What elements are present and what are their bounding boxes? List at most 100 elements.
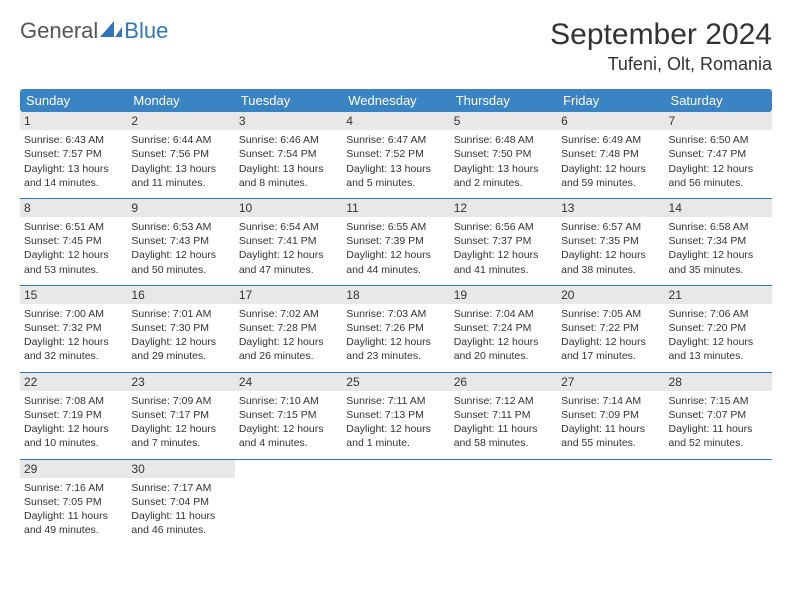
daylight-line-1: Daylight: 13 hours [454,162,553,176]
day-number: 18 [342,286,449,304]
sunrise-text: Sunrise: 7:08 AM [24,394,123,408]
daylight-line-2: and 49 minutes. [24,523,123,537]
sunset-text: Sunset: 7:54 PM [239,147,338,161]
daylight-line-1: Daylight: 12 hours [131,422,230,436]
sunset-text: Sunset: 7:07 PM [669,408,768,422]
day-number: 16 [127,286,234,304]
logo-sail-icon [100,19,122,44]
day-number: 27 [557,373,664,391]
daylight-line-1: Daylight: 12 hours [239,248,338,262]
sunset-text: Sunset: 7:43 PM [131,234,230,248]
daylight-line-2: and 52 minutes. [669,436,768,450]
sunrise-text: Sunrise: 6:43 AM [24,133,123,147]
calendar-day-cell: 17 Sunrise: 7:02 AMSunset: 7:28 PMDayligh… [235,285,342,372]
day-number: 25 [342,373,449,391]
sunset-text: Sunset: 7:48 PM [561,147,660,161]
daylight-line-2: and 29 minutes. [131,349,230,363]
daylight-line-2: and 41 minutes. [454,263,553,277]
calendar-day-cell: 26Sunrise: 7:12 AMSunset: 7:11 PMDayligh… [450,372,557,459]
daylight-line-1: Daylight: 12 hours [669,162,768,176]
daylight-line-1: Daylight: 12 hours [239,335,338,349]
calendar-day-cell: 22Sunrise: 7:08 AMSunset: 7:19 PMDayligh… [20,372,127,459]
daylight-line-1: Daylight: 12 hours [561,248,660,262]
sunset-text: Sunset: 7:26 PM [346,321,445,335]
sunset-text: Sunset: 7:45 PM [24,234,123,248]
calendar-day-cell [450,459,557,545]
calendar-week-row: 15Sunrise: 7:00 AMSunset: 7:32 PMDayligh… [20,285,772,372]
daylight-line-2: and 44 minutes. [346,263,445,277]
sunrise-text: Sunrise: 7:00 AM [24,307,123,321]
sunrise-text: Sunrise: 6:51 AM [24,220,123,234]
daylight-line-1: Daylight: 12 hours [454,248,553,262]
day-number: 17 [235,286,342,304]
sunrise-text: Sunrise: 6:57 AM [561,220,660,234]
daylight-line-1: Daylight: 13 hours [24,162,123,176]
calendar-day-cell: 2 Sunrise: 6:44 AMSunset: 7:56 PMDaylight… [127,112,234,198]
sunrise-text: Sunrise: 7:04 AM [454,307,553,321]
sunset-text: Sunset: 7:19 PM [24,408,123,422]
sunrise-text: Sunrise: 7:02 AM [239,307,338,321]
sunset-text: Sunset: 7:30 PM [131,321,230,335]
logo-text-general: General [20,18,98,44]
sunrise-text: Sunrise: 7:03 AM [346,307,445,321]
daylight-line-2: and 2 minutes. [454,176,553,190]
sunrise-text: Sunrise: 7:12 AM [454,394,553,408]
daylight-line-2: and 17 minutes. [561,349,660,363]
daylight-line-2: and 46 minutes. [131,523,230,537]
daylight-line-2: and 4 minutes. [239,436,338,450]
sunrise-text: Sunrise: 6:44 AM [131,133,230,147]
sunset-text: Sunset: 7:28 PM [239,321,338,335]
day-number: 2 [127,112,234,130]
sunset-text: Sunset: 7:04 PM [131,495,230,509]
calendar-day-cell: 30Sunrise: 7:17 AMSunset: 7:04 PMDayligh… [127,459,234,545]
daylight-line-1: Daylight: 13 hours [131,162,230,176]
calendar-day-cell: 1Sunrise: 6:43 AMSunset: 7:57 PMDaylight… [20,112,127,198]
day-number: 1 [20,112,127,130]
sunset-text: Sunset: 7:50 PM [454,147,553,161]
logo: General Blue [20,18,168,44]
calendar-day-cell [235,459,342,545]
sunrise-text: Sunrise: 6:55 AM [346,220,445,234]
daylight-line-1: Daylight: 11 hours [561,422,660,436]
daylight-line-2: and 26 minutes. [239,349,338,363]
sunrise-text: Sunrise: 6:50 AM [669,133,768,147]
daylight-line-1: Daylight: 12 hours [561,335,660,349]
weekday-header: Monday [127,89,234,112]
daylight-line-2: and 59 minutes. [561,176,660,190]
calendar-day-cell: 6Sunrise: 6:49 AMSunset: 7:48 PMDaylight… [557,112,664,198]
weekday-header-row: Sunday Monday Tuesday Wednesday Thursday… [20,89,772,112]
daylight-line-1: Daylight: 11 hours [454,422,553,436]
daylight-line-1: Daylight: 12 hours [239,422,338,436]
sunrise-text: Sunrise: 7:16 AM [24,481,123,495]
day-number: 3 [235,112,342,130]
sunrise-text: Sunrise: 6:56 AM [454,220,553,234]
day-number: 15 [20,286,127,304]
sunrise-text: Sunrise: 7:14 AM [561,394,660,408]
calendar-day-cell: 29Sunrise: 7:16 AMSunset: 7:05 PMDayligh… [20,459,127,545]
daylight-line-2: and 10 minutes. [24,436,123,450]
weekday-header: Wednesday [342,89,449,112]
daylight-line-2: and 20 minutes. [454,349,553,363]
calendar-day-cell: 28Sunrise: 7:15 AMSunset: 7:07 PMDayligh… [665,372,772,459]
calendar-table: Sunday Monday Tuesday Wednesday Thursday… [20,89,772,545]
day-number: 26 [450,373,557,391]
sunrise-text: Sunrise: 6:49 AM [561,133,660,147]
calendar-week-row: 1Sunrise: 6:43 AMSunset: 7:57 PMDaylight… [20,112,772,198]
sunset-text: Sunset: 7:41 PM [239,234,338,248]
sunset-text: Sunset: 7:52 PM [346,147,445,161]
sunrise-text: Sunrise: 6:54 AM [239,220,338,234]
calendar-day-cell: 11Sunrise: 6:55 AMSunset: 7:39 PMDayligh… [342,198,449,285]
sunset-text: Sunset: 7:56 PM [131,147,230,161]
calendar-day-cell: 25Sunrise: 7:11 AMSunset: 7:13 PMDayligh… [342,372,449,459]
day-number: 22 [20,373,127,391]
day-number: 9 [127,199,234,217]
weekday-header: Sunday [20,89,127,112]
sunset-text: Sunset: 7:15 PM [239,408,338,422]
day-number: 11 [342,199,449,217]
daylight-line-2: and 13 minutes. [669,349,768,363]
daylight-line-1: Daylight: 11 hours [24,509,123,523]
daylight-line-2: and 55 minutes. [561,436,660,450]
sunset-text: Sunset: 7:09 PM [561,408,660,422]
weekday-header: Tuesday [235,89,342,112]
calendar-week-row: 29Sunrise: 7:16 AMSunset: 7:05 PMDayligh… [20,459,772,545]
